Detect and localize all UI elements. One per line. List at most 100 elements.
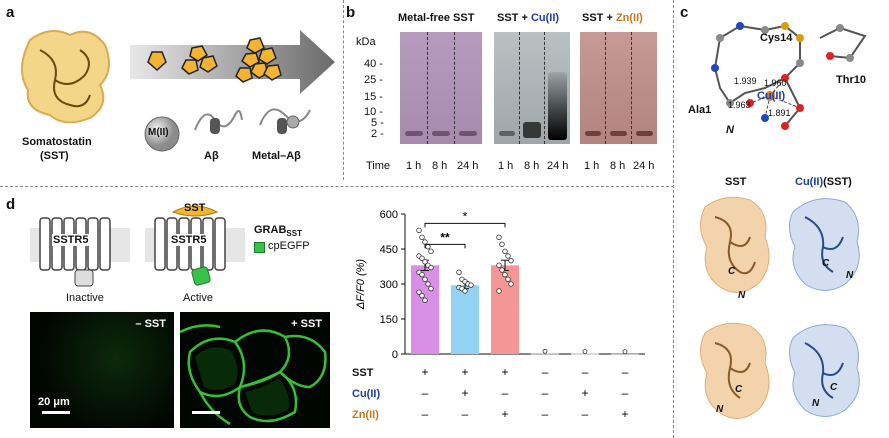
condition-sign: + — [501, 365, 508, 379]
condition-sign: – — [422, 386, 429, 400]
significance-bracket — [424, 243, 466, 249]
abeta-peptide-icon — [194, 110, 243, 134]
cu-sst-structure-bottom — [789, 324, 860, 417]
data-point — [425, 281, 431, 287]
condition-sign: – — [582, 365, 589, 379]
bar — [571, 353, 599, 355]
y-tick-label: 150 — [380, 314, 398, 326]
data-point — [422, 239, 428, 245]
data-point — [505, 276, 511, 283]
condition-sign: + — [581, 386, 588, 400]
condition-sign: + — [501, 407, 508, 421]
condition-row-label: Zn(II) — [352, 409, 379, 421]
aggregation-arrow — [130, 30, 335, 94]
data-point — [419, 234, 425, 241]
data-point — [416, 227, 422, 234]
sst-structure-top — [700, 196, 770, 293]
sst-peptide-illustration — [21, 30, 110, 124]
cu-time-1: 1 h — [498, 160, 514, 172]
sst-bottom-c: C — [735, 384, 743, 395]
scale-bar-right — [192, 411, 220, 414]
vertical-divider-ab — [343, 0, 344, 180]
cu-sst-structure-title: Cu(II)(SST) — [795, 176, 852, 188]
data-point — [496, 262, 502, 269]
distance-3: 1.963 — [728, 100, 751, 110]
cu-time-8: 8 h — [524, 160, 540, 172]
scale-bar-text: 20 μm — [38, 396, 70, 408]
cys14-label: Cys14 — [760, 32, 793, 44]
condition-sign: – — [422, 407, 429, 421]
zn-time-1: 1 h — [584, 160, 600, 172]
active-label: Active — [183, 292, 213, 304]
blot-zn — [580, 32, 657, 144]
cu-bottom-n: N — [812, 398, 820, 409]
y-tick-label: 0 — [392, 349, 398, 361]
data-point — [419, 255, 425, 262]
blot-metal-free — [400, 32, 482, 144]
metal-ion-icon — [144, 116, 180, 152]
ala1-label: Ala1 — [688, 104, 712, 116]
bar — [491, 265, 519, 354]
condition-sign: – — [542, 386, 549, 400]
data-point — [422, 276, 428, 283]
data-point — [508, 257, 514, 264]
mf-time-1: 1 h — [406, 160, 422, 172]
panel-d-label: d — [6, 196, 16, 213]
significance-label: * — [463, 209, 468, 223]
condition-sign: + — [461, 386, 468, 400]
data-point — [428, 264, 434, 271]
grab-sensor-label: GRABSST — [254, 224, 302, 239]
sstr5-label-inactive: SSTR5 — [52, 234, 90, 246]
thr10-label: Thr10 — [836, 74, 866, 86]
cell-membranes — [180, 324, 327, 426]
marker-40: 40 - — [364, 58, 383, 70]
sst-label-line2: (SST) — [40, 150, 69, 162]
plus-sst-label: + SST — [291, 318, 322, 330]
data-point — [508, 281, 514, 287]
receptor-inactive-diagram — [30, 217, 130, 287]
metal-abeta-icon — [259, 108, 311, 134]
data-point — [419, 271, 425, 278]
cu-top-n: N — [846, 270, 854, 281]
panel-a-label: a — [6, 4, 15, 21]
marker-25: 25 - — [364, 74, 383, 86]
bar — [611, 353, 639, 355]
micrograph-minus-sst: – SST 20 μm — [30, 312, 174, 428]
vertical-divider-c — [673, 0, 674, 438]
marker-15: 15 - — [364, 91, 383, 103]
condition-sign: – — [502, 386, 509, 400]
data-point — [496, 234, 502, 241]
mf-time-8: 8 h — [432, 160, 448, 172]
condition-sign: – — [622, 386, 629, 400]
cu-bottom-c: C — [830, 382, 838, 393]
micrograph-plus-sst: + SST — [180, 312, 330, 428]
data-point — [422, 297, 428, 304]
bar — [451, 285, 479, 354]
data-point — [505, 253, 511, 259]
time-label: Time — [366, 160, 391, 172]
data-point — [462, 288, 468, 294]
data-point — [499, 267, 505, 273]
panel-b-label: b — [346, 4, 356, 21]
condition-sign: – — [462, 407, 469, 421]
condition-sign: – — [542, 407, 549, 421]
sst-label-line1: Somatostatin — [22, 136, 92, 148]
cu-header: SST + Cu(II) — [497, 12, 560, 24]
sstr5-label-active: SSTR5 — [170, 234, 208, 246]
data-point — [456, 269, 462, 276]
cu-top-c: C — [822, 258, 830, 269]
data-point — [416, 289, 422, 295]
horizontal-divider — [0, 186, 674, 187]
distance-4: 1.891 — [768, 108, 791, 118]
condition-sign: – — [582, 407, 589, 421]
y-tick-label: 600 — [380, 209, 398, 221]
kda-label: kDa — [356, 36, 376, 48]
condition-row-label: SST — [352, 367, 374, 379]
condition-row-label: Cu(II) — [352, 388, 380, 400]
metal-abeta-label: Metal–Aβ — [252, 150, 301, 162]
data-point — [499, 241, 505, 248]
bar — [531, 353, 559, 355]
y-tick-label: 300 — [380, 279, 398, 291]
cu-time-24: 24 h — [547, 160, 569, 172]
